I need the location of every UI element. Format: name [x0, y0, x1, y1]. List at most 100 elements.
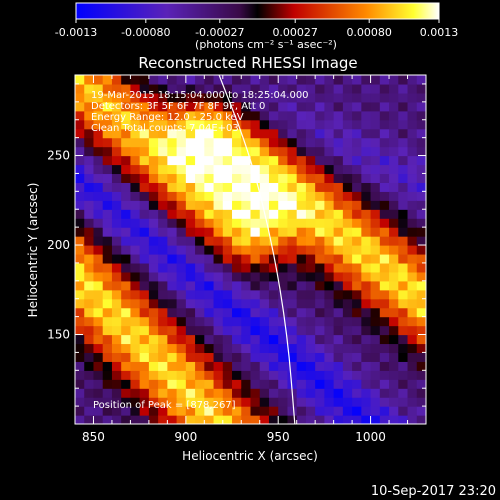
heatmap-pixel: [398, 227, 409, 237]
heatmap-pixel: [370, 307, 381, 318]
heatmap-pixel: [102, 92, 113, 103]
heatmap-pixel: [121, 361, 132, 371]
heatmap-pixel: [185, 388, 196, 398]
heatmap-pixel: [222, 388, 233, 398]
heatmap-pixel: [84, 164, 95, 175]
heatmap-pixel: [139, 334, 150, 345]
heatmap-pixel: [241, 379, 252, 389]
heatmap-pixel: [195, 137, 205, 148]
heatmap-pixel: [130, 128, 141, 139]
heatmap-pixel: [111, 245, 122, 255]
heatmap-pixel: [75, 245, 85, 255]
heatmap-pixel: [407, 164, 418, 175]
heatmap-pixel: [389, 406, 399, 416]
heatmap-pixel: [102, 262, 113, 273]
heatmap-pixel: [398, 137, 409, 148]
heatmap-pixel: [167, 388, 178, 398]
heatmap-pixel: [287, 406, 298, 416]
heatmap-pixel: [324, 137, 335, 148]
heatmap-pixel: [185, 379, 196, 389]
heatmap-pixel: [213, 83, 224, 94]
heatmap-pixel: [416, 415, 426, 424]
heatmap-pixel: [111, 316, 122, 327]
heatmap-pixel: [121, 236, 132, 246]
heatmap-pixel: [222, 307, 233, 318]
heatmap-pixel: [195, 325, 205, 336]
heatmap-pixel: [315, 209, 325, 219]
heatmap-pixel: [176, 280, 187, 291]
heatmap-pixel: [259, 379, 270, 389]
heatmap-pixel: [84, 271, 95, 282]
heatmap-pixel: [259, 397, 270, 407]
heatmap-pixel: [176, 101, 187, 112]
heatmap-pixel: [241, 271, 252, 282]
heatmap-pixel: [111, 370, 122, 380]
heatmap-pixel: [84, 191, 95, 201]
heatmap-pixel: [287, 280, 298, 291]
heatmap-pixel: [370, 146, 381, 157]
heatmap-pixel: [167, 75, 178, 85]
heatmap-pixel: [75, 280, 85, 291]
heatmap-pixel: [222, 343, 233, 354]
heatmap-pixel: [84, 128, 95, 139]
heatmap-pixel: [398, 128, 409, 139]
heatmap-pixel: [111, 128, 122, 139]
heatmap-pixel: [84, 83, 95, 94]
heatmap-pixel: [213, 325, 224, 336]
heatmap-pixel: [315, 307, 325, 318]
heatmap-pixel: [111, 83, 122, 94]
heatmap-pixel: [148, 352, 159, 362]
heatmap-pixel: [130, 325, 141, 336]
heatmap-pixel: [398, 191, 409, 201]
heatmap-pixel: [296, 155, 307, 166]
heatmap-pixel: [278, 316, 289, 327]
heatmap-pixel: [287, 236, 298, 246]
heatmap-pixel: [222, 75, 233, 85]
heatmap-pixel: [167, 245, 178, 255]
heatmap-pixel: [111, 343, 122, 354]
heatmap-pixel: [361, 406, 372, 416]
heatmap-pixel: [370, 173, 381, 183]
heatmap-pixel: [167, 146, 178, 157]
heatmap-pixel: [84, 92, 95, 103]
heatmap-pixel: [305, 397, 316, 407]
heatmap-pixel: [287, 155, 298, 166]
heatmap-pixel: [370, 75, 381, 85]
heatmap-pixel: [305, 218, 316, 228]
heatmap-pixel: [130, 415, 141, 424]
heatmap-pixel: [241, 200, 252, 210]
heatmap-pixel: [333, 200, 344, 210]
heatmap-pixel: [361, 245, 372, 255]
heatmap-pixel: [213, 128, 224, 139]
heatmap-pixel: [315, 137, 325, 148]
heatmap-pixel: [93, 75, 104, 85]
heatmap-pixel: [370, 128, 381, 139]
heatmap-pixel: [241, 227, 252, 237]
heatmap-pixel: [139, 128, 150, 139]
heatmap-pixel: [333, 146, 344, 157]
annotation-clean: Clean Total counts: 7.04E+03: [91, 123, 239, 134]
heatmap-pixel: [121, 370, 132, 380]
heatmap-pixel: [296, 173, 307, 183]
heatmap-pixel: [148, 128, 159, 139]
heatmap-pixel: [305, 379, 316, 389]
heatmap-pixel: [250, 83, 261, 94]
heatmap-pixel: [176, 361, 187, 371]
heatmap-pixel: [158, 361, 168, 371]
heatmap-pixel: [241, 209, 252, 219]
heatmap-pixel: [232, 83, 242, 94]
heatmap-pixel: [352, 83, 362, 94]
heatmap-pixel: [268, 191, 279, 201]
heatmap-pixel: [195, 397, 205, 407]
heatmap-pixel: [296, 316, 307, 327]
heatmap-pixel: [195, 155, 205, 166]
heatmap-pixel: [398, 289, 409, 300]
heatmap-pixel: [204, 415, 215, 424]
heatmap-pixel: [389, 137, 399, 148]
heatmap-pixel: [287, 173, 298, 183]
heatmap-pixel: [389, 209, 399, 219]
heatmap-pixel: [102, 334, 113, 345]
heatmap-pixel: [389, 191, 399, 201]
heatmap-pixel: [130, 218, 141, 228]
heatmap-pixel: [268, 316, 279, 327]
